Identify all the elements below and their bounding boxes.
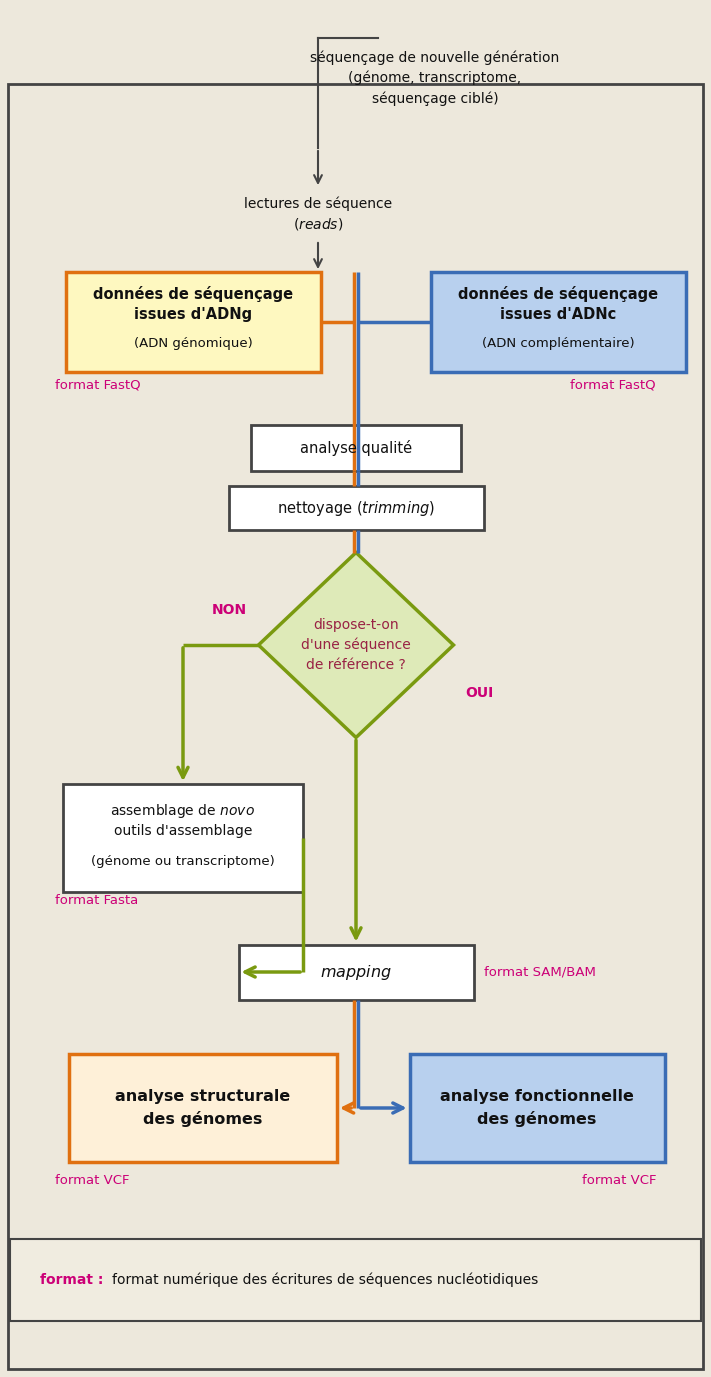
Text: analyse qualité: analyse qualité <box>300 441 412 456</box>
Text: données de séquençage
issues d'ADNg: données de séquençage issues d'ADNg <box>93 286 293 322</box>
Text: format :: format : <box>40 1272 103 1287</box>
Text: format SAM/BAM: format SAM/BAM <box>483 965 595 979</box>
Text: assemblage de $\it{novo}$
outils d'assemblage: assemblage de $\it{novo}$ outils d'assem… <box>110 801 255 839</box>
Text: format FastQ: format FastQ <box>570 379 656 391</box>
Text: nettoyage ($\it{trimming}$): nettoyage ($\it{trimming}$) <box>277 498 435 518</box>
Text: analyse fonctionnelle
des génomes: analyse fonctionnelle des génomes <box>440 1089 634 1126</box>
Text: $\it{mapping}$: $\it{mapping}$ <box>320 963 392 982</box>
Bar <box>65 273 321 372</box>
Text: format FastQ: format FastQ <box>55 379 141 391</box>
Text: NON: NON <box>211 603 247 617</box>
Text: format Fasta: format Fasta <box>55 894 138 906</box>
Bar <box>63 784 303 892</box>
Bar <box>251 425 461 471</box>
Bar <box>69 1053 337 1162</box>
Bar <box>10 1239 701 1321</box>
Text: (ADN génomique): (ADN génomique) <box>134 337 252 351</box>
Text: (ADN complémentaire): (ADN complémentaire) <box>481 337 634 351</box>
Bar <box>410 1053 665 1162</box>
Text: lectures de séquence
($\it{reads}$): lectures de séquence ($\it{reads}$) <box>244 197 392 231</box>
Text: format VCF: format VCF <box>582 1173 656 1187</box>
Bar <box>238 945 474 1000</box>
Polygon shape <box>259 552 454 738</box>
Text: (génome ou transcriptome): (génome ou transcriptome) <box>91 855 275 869</box>
Bar <box>430 273 685 372</box>
Text: données de séquençage
issues d'ADNc: données de séquençage issues d'ADNc <box>458 286 658 322</box>
Text: séquençage de nouvelle génération
(génome, transcriptome,
séquençage ciblé): séquençage de nouvelle génération (génom… <box>311 51 560 106</box>
Text: OUI: OUI <box>466 686 493 700</box>
Text: analyse structurale
des génomes: analyse structurale des génomes <box>115 1089 291 1126</box>
Bar <box>228 486 483 530</box>
Text: format numérique des écritures de séquences nucléotidiques: format numérique des écritures de séquen… <box>112 1272 538 1287</box>
Text: dispose-t-on
d'une séquence
de référence ?: dispose-t-on d'une séquence de référence… <box>301 618 411 672</box>
Text: format VCF: format VCF <box>55 1173 129 1187</box>
